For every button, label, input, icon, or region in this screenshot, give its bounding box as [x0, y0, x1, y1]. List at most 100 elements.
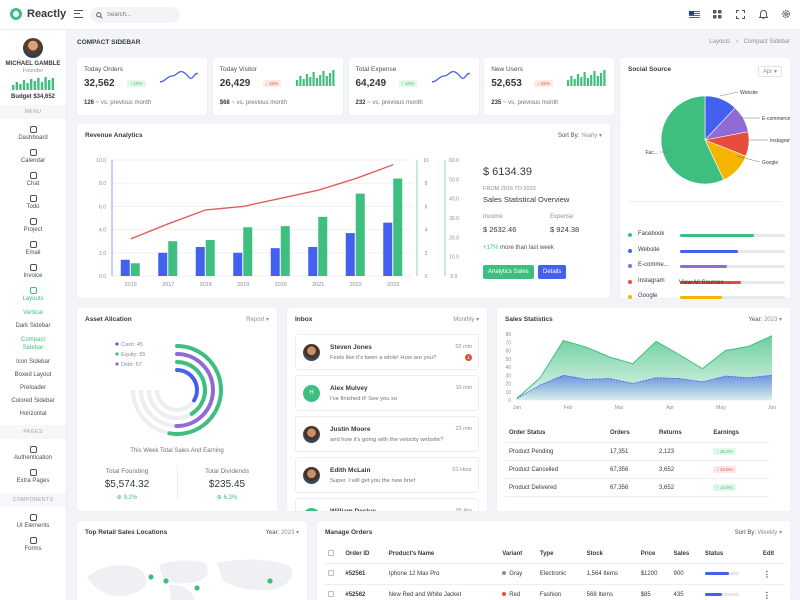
- select-all-checkbox[interactable]: [328, 550, 334, 556]
- revenue-bar-series1[interactable]: [308, 247, 318, 276]
- fullscreen-icon[interactable]: [734, 8, 746, 20]
- stat-spark-bar: [325, 76, 328, 86]
- layout-option-horizontal[interactable]: Horizontal: [19, 410, 47, 417]
- sidebar-item-forms[interactable]: Forms: [0, 533, 66, 556]
- order-status-row[interactable]: Product Delivered 67,356 3,652 ↑ 14.6%: [505, 478, 769, 497]
- row-checkbox[interactable]: [328, 591, 334, 597]
- user-avatar[interactable]: [23, 38, 43, 58]
- search-box[interactable]: [90, 7, 180, 23]
- sidebar-item-label: Todo: [26, 204, 40, 210]
- order-row[interactable]: #52561 Iphone 12 Max Pro Gray Electronic 1,5…: [325, 563, 785, 585]
- stat-footer: 126 ~ vs. previous month: [84, 100, 151, 106]
- orders-title: Manage Orders: [325, 529, 373, 536]
- map-marker[interactable]: [267, 578, 273, 584]
- social-source-row[interactable]: Google: [628, 292, 792, 304]
- revenue-bar-series2[interactable]: [280, 226, 290, 276]
- sidebar-item-layouts[interactable]: Layouts: [0, 283, 66, 306]
- revenue-bar-series1[interactable]: [233, 252, 243, 276]
- sidebar-item-ui-elements[interactable]: UI Elements: [0, 510, 66, 533]
- layout-option-colored-sidebar[interactable]: Colored Sidebar: [11, 397, 55, 404]
- order-status-row[interactable]: Product Pending 17,351 2,123 ↑ 45.3%: [505, 442, 769, 461]
- map-marker[interactable]: [194, 585, 200, 591]
- stat-card-new-users: New Users 52,653 ↓ 42% 235 ~ vs. previous m…: [484, 58, 615, 115]
- asset-report-select[interactable]: Report ▾: [246, 317, 269, 323]
- sidebar-item-invoice[interactable]: Invoice: [0, 260, 66, 283]
- inbox-message[interactable]: W William Declue 05 Hrs: [295, 498, 479, 511]
- radial-bar-debt[interactable]: [174, 352, 215, 428]
- revenue-bar-series2[interactable]: [318, 216, 328, 276]
- sidebar-item-extra-pages[interactable]: Extra Pages: [0, 465, 66, 488]
- stat-spark-bar: [600, 73, 603, 86]
- layout-option-compact-sidebar[interactable]: Compact Sidebar: [20, 336, 45, 351]
- view-all-sources-link[interactable]: View All Sources →: [678, 280, 732, 286]
- layout-option-vertical[interactable]: Vertical: [23, 309, 43, 316]
- revenue-bar-series1[interactable]: [345, 233, 355, 276]
- menu-toggle-icon[interactable]: [74, 10, 83, 18]
- brand[interactable]: Reactly: [10, 8, 66, 20]
- analytics-sales-button[interactable]: Analytics Sales: [483, 265, 534, 279]
- stat-footer-text: ~ vs. previous month: [94, 100, 152, 106]
- map-marker[interactable]: [163, 578, 169, 584]
- settings-gear-icon[interactable]: [780, 8, 792, 20]
- revenue-bar-series1[interactable]: [120, 259, 130, 276]
- social-period-select[interactable]: Apr ▾: [757, 66, 782, 77]
- revenue-bar-series2[interactable]: [130, 263, 140, 276]
- search-input[interactable]: [107, 12, 167, 18]
- order-row[interactable]: #52562 New Red and White Jacket Red Fashion…: [325, 584, 785, 600]
- inbox-message[interactable]: H Alex Mulvey I've finished it! See you so…: [295, 375, 479, 411]
- revenue-bar-series1[interactable]: [270, 248, 280, 276]
- layout-option-dark-sidebar[interactable]: Dark Sidebar: [15, 322, 51, 329]
- breadcrumb-item[interactable]: Layouts: [709, 39, 731, 45]
- inbox-period-select[interactable]: Monthly ▾: [453, 317, 479, 323]
- revenue-sort-select[interactable]: Sort By: Yearly ▾: [557, 133, 602, 139]
- retail-year-select[interactable]: Year: 2023 ▾: [265, 530, 299, 536]
- inbox-message[interactable]: Steven Jones Feels like it's been a while…: [295, 334, 479, 370]
- revenue-bar-series1[interactable]: [158, 252, 168, 276]
- pie-slice-facebook[interactable]: [660, 95, 725, 185]
- row-checkbox[interactable]: [328, 570, 334, 576]
- revenue-bar-series1[interactable]: [195, 247, 205, 276]
- layout-option-preloader[interactable]: Preloader: [19, 384, 46, 391]
- sidebar-item-authentication[interactable]: Authentication: [0, 442, 66, 465]
- layout-option-icon-sidebar[interactable]: Icon Sidebar: [16, 358, 50, 365]
- map-marker[interactable]: [148, 574, 154, 580]
- order-status-row[interactable]: Product Cancelled 67,356 3,652 ↓ 14.6%: [505, 460, 769, 479]
- revenue-bar-series2[interactable]: [205, 240, 215, 276]
- more-options-icon[interactable]: ⋮: [762, 590, 771, 600]
- notification-bell-icon[interactable]: [757, 8, 769, 20]
- social-source-row[interactable]: Instagram: [628, 277, 792, 289]
- apps-grid-icon[interactable]: [711, 8, 723, 20]
- sidebar-item-chat[interactable]: Chat: [0, 168, 66, 191]
- revenue-bar-series2[interactable]: [243, 227, 253, 276]
- income-value: $ 2632.46: [483, 225, 517, 234]
- radial-bar-equity[interactable]: [175, 360, 207, 416]
- breadcrumb-current: Compact Sidebar: [743, 39, 790, 45]
- revenue-bar-series2[interactable]: [168, 241, 178, 276]
- stat-footer: 232 ~ vs. previous month: [356, 100, 423, 106]
- social-source-row[interactable]: Website: [628, 246, 792, 258]
- inbox-message[interactable]: Justin Moore and how it's going with the …: [295, 416, 479, 452]
- sidebar-item-project[interactable]: Project: [0, 214, 66, 237]
- social-source-row[interactable]: E-comme...: [628, 261, 792, 273]
- orders-sort-select[interactable]: Sort By: Weekly ▾: [734, 530, 782, 536]
- sidebar-item-dashboard[interactable]: Dashboard: [0, 122, 66, 145]
- revenue-bar-series1[interactable]: [383, 222, 393, 276]
- stat-change-badge: ↓ 42%: [534, 80, 553, 87]
- revenue-bar-series2[interactable]: [393, 178, 403, 276]
- inbox-message[interactable]: Edith McLain Super, I will get you the ne…: [295, 457, 479, 493]
- social-source-row[interactable]: Facebook: [628, 230, 792, 242]
- select-all-header[interactable]: [325, 545, 343, 564]
- y3-tick-label: 20.0: [449, 235, 459, 241]
- language-flag-icon[interactable]: [688, 8, 700, 20]
- sales-year-select[interactable]: Year: 2023 ▾: [748, 317, 782, 323]
- orders-column-header: Sales: [670, 545, 702, 564]
- details-button[interactable]: Details: [538, 265, 567, 279]
- sidebar-item-email[interactable]: Email: [0, 237, 66, 260]
- return-count: 3,652: [655, 478, 710, 497]
- layout-option-boxed-layout[interactable]: Boxed Layout: [14, 371, 52, 378]
- more-options-icon[interactable]: ⋮: [762, 569, 771, 579]
- radial-bar-cash[interactable]: [175, 368, 199, 403]
- revenue-bar-series2[interactable]: [355, 193, 365, 276]
- sidebar-item-todo[interactable]: Todo: [0, 191, 66, 214]
- sidebar-item-calendar[interactable]: Calendar: [0, 145, 66, 168]
